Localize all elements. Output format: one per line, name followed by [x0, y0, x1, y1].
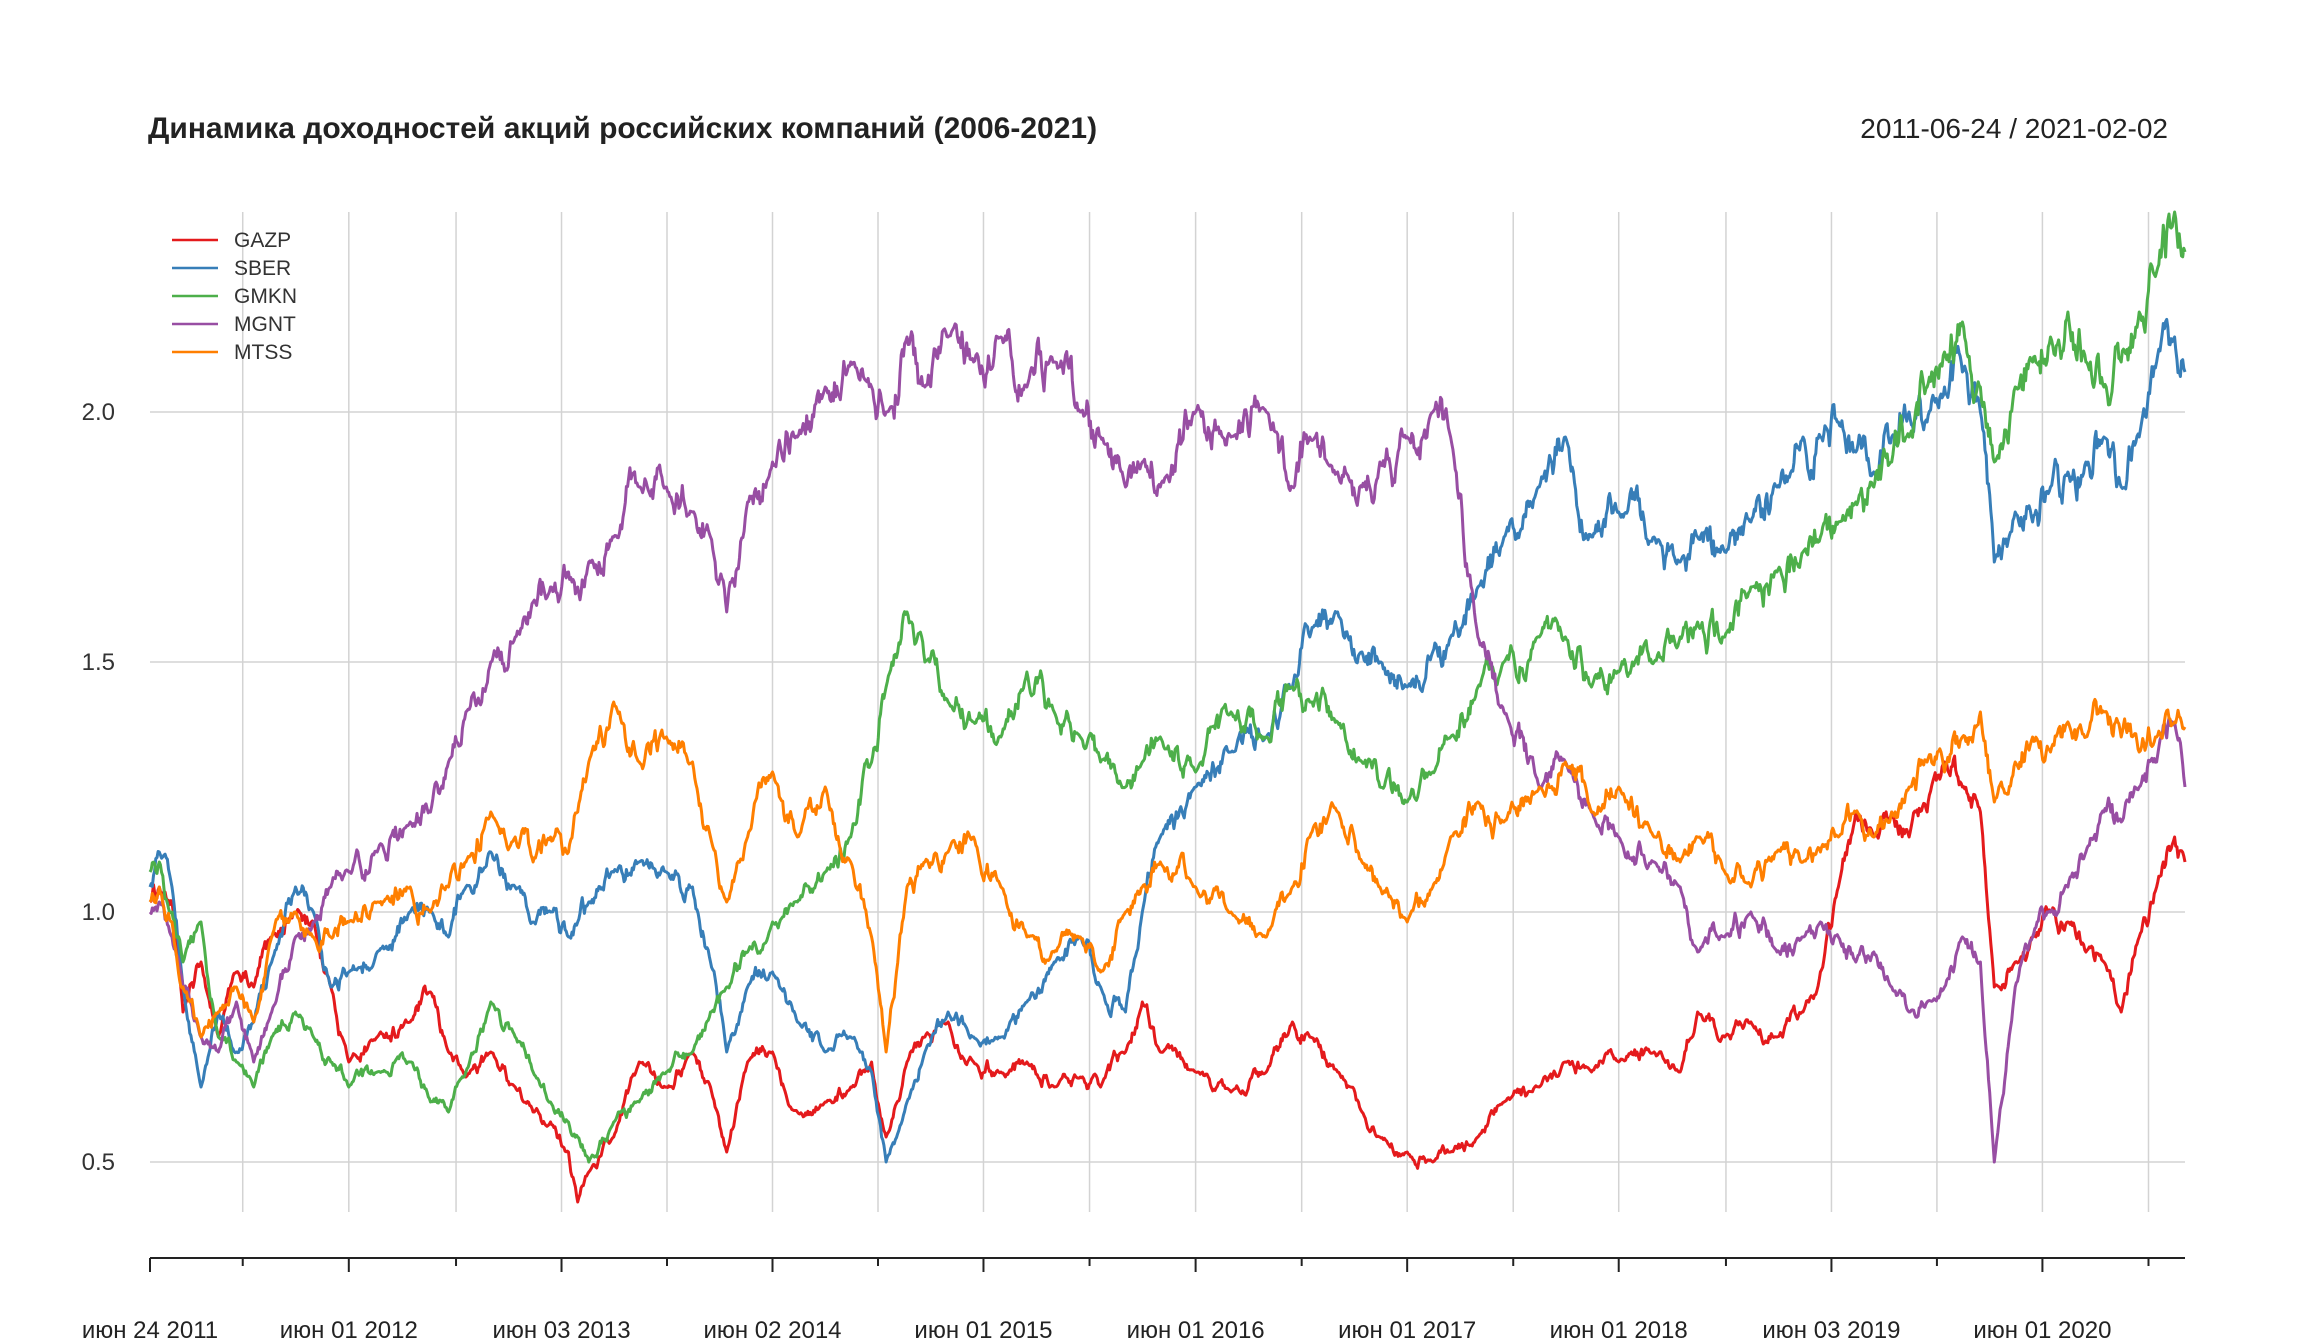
legend-label: GMKN — [234, 285, 297, 308]
series-line-gazp — [149, 754, 2187, 1204]
x-axis: июн 24 2011 июн 01 2012 июн 03 2013 июн 02 … — [82, 1257, 2185, 1344]
x-tick-label: июн 01 2012 — [280, 1317, 418, 1344]
y-tick-label: 0.5 — [82, 1149, 115, 1176]
series-line-mgnt — [148, 322, 2187, 1164]
x-tick-label: июн 24 2011 — [82, 1317, 218, 1344]
series-lines — [148, 210, 2187, 1204]
x-tick-label: июн 02 2014 — [703, 1317, 841, 1344]
x-tick-label: июн 01 2015 — [914, 1317, 1052, 1344]
date-range-label: 2011-06-24 / 2021-02-02 — [1860, 113, 2168, 144]
legend-label: SBER — [234, 257, 291, 280]
legend-label: MTSS — [234, 341, 292, 364]
y-tick-label: 1.5 — [82, 649, 115, 676]
chart-title: Динамика доходностей акций российских ко… — [148, 112, 1097, 145]
y-axis-tick-labels: 0.5 1.0 1.5 2.0 — [82, 399, 115, 1176]
legend-label: MGNT — [234, 313, 296, 336]
legend-label: GAZP — [234, 229, 291, 252]
grid — [150, 212, 2185, 1212]
x-tick-label: июн 01 2018 — [1550, 1317, 1688, 1344]
series-line-gmkn — [148, 210, 2187, 1164]
series-line-sber — [148, 317, 2187, 1164]
legend: GAZP SBER GMKN MGNT MTSS — [172, 229, 297, 364]
x-tick-label: июн 03 2019 — [1762, 1317, 1900, 1344]
x-tick-label: июн 01 2017 — [1338, 1317, 1476, 1344]
y-tick-label: 2.0 — [82, 399, 115, 426]
x-tick-label: июн 01 2016 — [1127, 1317, 1265, 1344]
series-line-mtss — [148, 697, 2187, 1054]
x-tick-label: июн 01 2020 — [1973, 1317, 2111, 1344]
x-tick-label: июн 03 2013 — [492, 1317, 630, 1344]
y-tick-label: 1.0 — [82, 899, 115, 926]
